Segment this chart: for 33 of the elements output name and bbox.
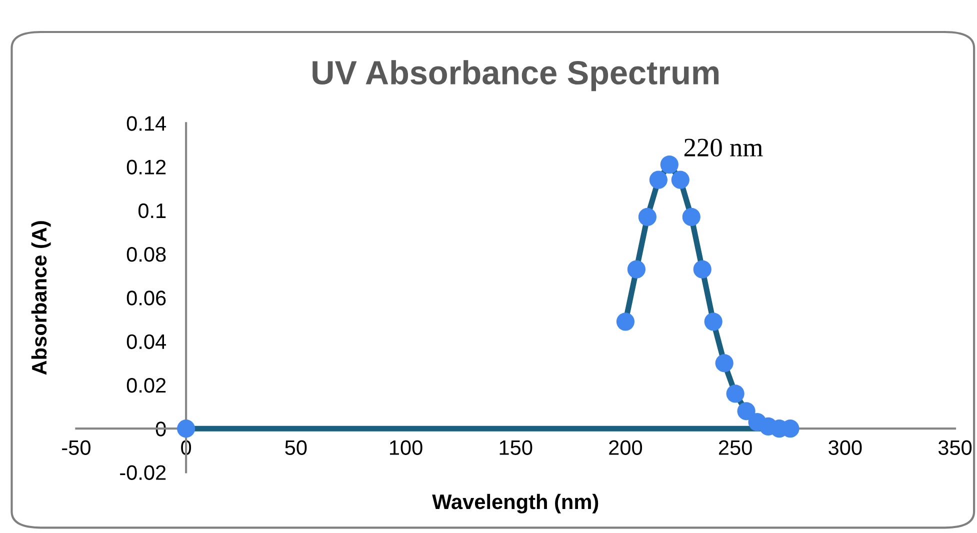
y-tick-label: 0.04 <box>126 334 166 350</box>
annotation: 220 nm <box>684 138 763 157</box>
x-tick-label: 150 <box>500 440 532 456</box>
y-tick-label: 0.08 <box>126 247 166 262</box>
x-tick-label: 350 <box>938 440 972 456</box>
point <box>638 208 656 226</box>
x-axis-title: Wavelength (nm) <box>432 494 598 514</box>
point <box>682 208 700 226</box>
point <box>177 420 196 438</box>
point <box>737 402 756 420</box>
y-tick-label: -0.02 <box>120 465 166 480</box>
point <box>660 156 678 174</box>
point <box>704 312 722 331</box>
y-tick-label: 0.1 <box>138 203 166 218</box>
point <box>627 260 646 278</box>
x-tick-label: 100 <box>390 440 422 456</box>
point <box>616 312 635 331</box>
y-axis-title: Absorbance (A) <box>31 221 51 375</box>
y-tick-label: 0.02 <box>126 378 166 393</box>
x-tick-label: 300 <box>828 440 862 456</box>
x-tick-label: 250 <box>718 440 752 456</box>
point <box>671 170 690 189</box>
chart-title: UV Absorbance Spectrum <box>312 60 719 92</box>
point <box>726 384 744 403</box>
x-tick-label: 200 <box>609 440 642 456</box>
point <box>649 170 668 189</box>
x-tick-label: 50 <box>285 440 307 456</box>
y-tick-label: 0.06 <box>126 290 166 306</box>
y-tick-label: 0.12 <box>126 160 166 175</box>
point <box>715 354 734 372</box>
y-tick-label: 0.14 <box>126 116 166 131</box>
x-tick-label: -50 <box>62 440 90 456</box>
point <box>693 260 712 278</box>
